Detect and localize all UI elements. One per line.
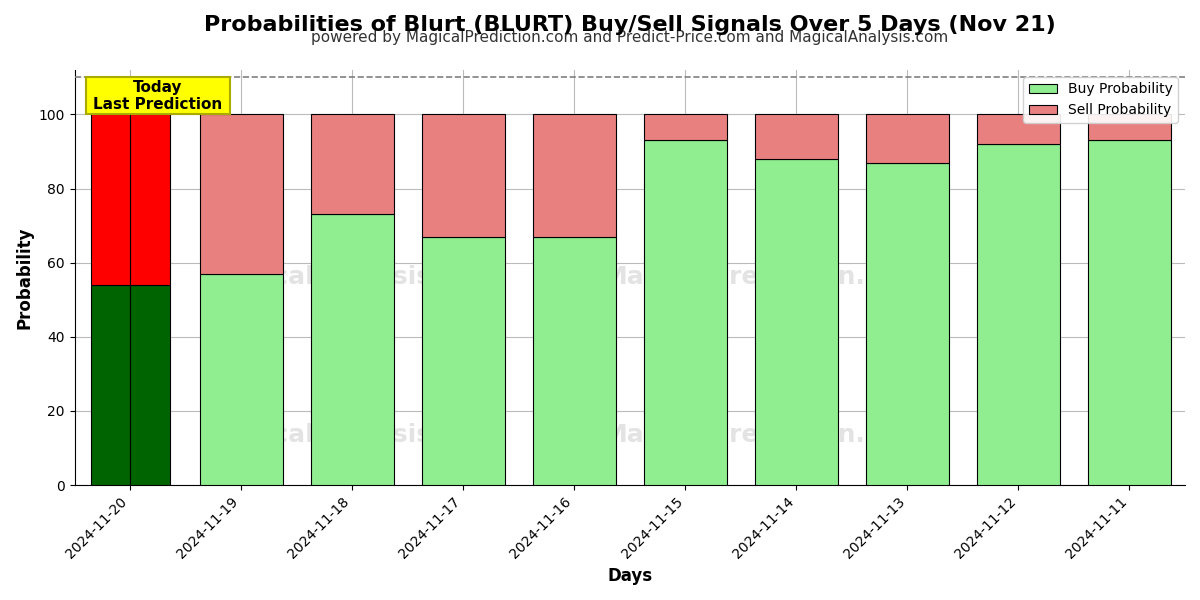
Bar <box>755 115 838 159</box>
Text: MagicalPrediction.com: MagicalPrediction.com <box>602 265 924 289</box>
X-axis label: Days: Days <box>607 567 653 585</box>
Text: powered by MagicalPrediction.com and Predict-Price.com and MagicalAnalysis.com: powered by MagicalPrediction.com and Pre… <box>311 30 948 45</box>
Bar <box>421 115 505 237</box>
Bar <box>91 285 130 485</box>
Bar <box>199 115 283 274</box>
FancyBboxPatch shape <box>86 77 229 115</box>
Bar <box>311 214 394 485</box>
Bar <box>755 159 838 485</box>
Bar <box>130 115 169 285</box>
Bar <box>199 274 283 485</box>
Bar <box>977 115 1060 144</box>
Bar <box>311 115 394 214</box>
Legend: Buy Probability, Sell Probability: Buy Probability, Sell Probability <box>1024 77 1178 123</box>
Y-axis label: Probability: Probability <box>16 226 34 329</box>
Text: MagicalAnalysis.com: MagicalAnalysis.com <box>205 423 499 447</box>
Bar <box>1088 140 1171 485</box>
Bar <box>643 115 727 140</box>
Text: Today
Last Prediction: Today Last Prediction <box>94 80 222 112</box>
Bar <box>533 237 616 485</box>
Bar <box>533 115 616 237</box>
Bar <box>643 140 727 485</box>
Title: Probabilities of Blurt (BLURT) Buy/Sell Signals Over 5 Days (Nov 21): Probabilities of Blurt (BLURT) Buy/Sell … <box>204 15 1056 35</box>
Bar <box>421 237 505 485</box>
Text: MagicalPrediction.com: MagicalPrediction.com <box>602 423 924 447</box>
Bar <box>91 115 130 285</box>
Bar <box>865 163 949 485</box>
Bar <box>865 115 949 163</box>
Bar <box>977 144 1060 485</box>
Bar <box>1088 115 1171 140</box>
Bar <box>130 285 169 485</box>
Text: MagicalAnalysis.com: MagicalAnalysis.com <box>205 265 499 289</box>
